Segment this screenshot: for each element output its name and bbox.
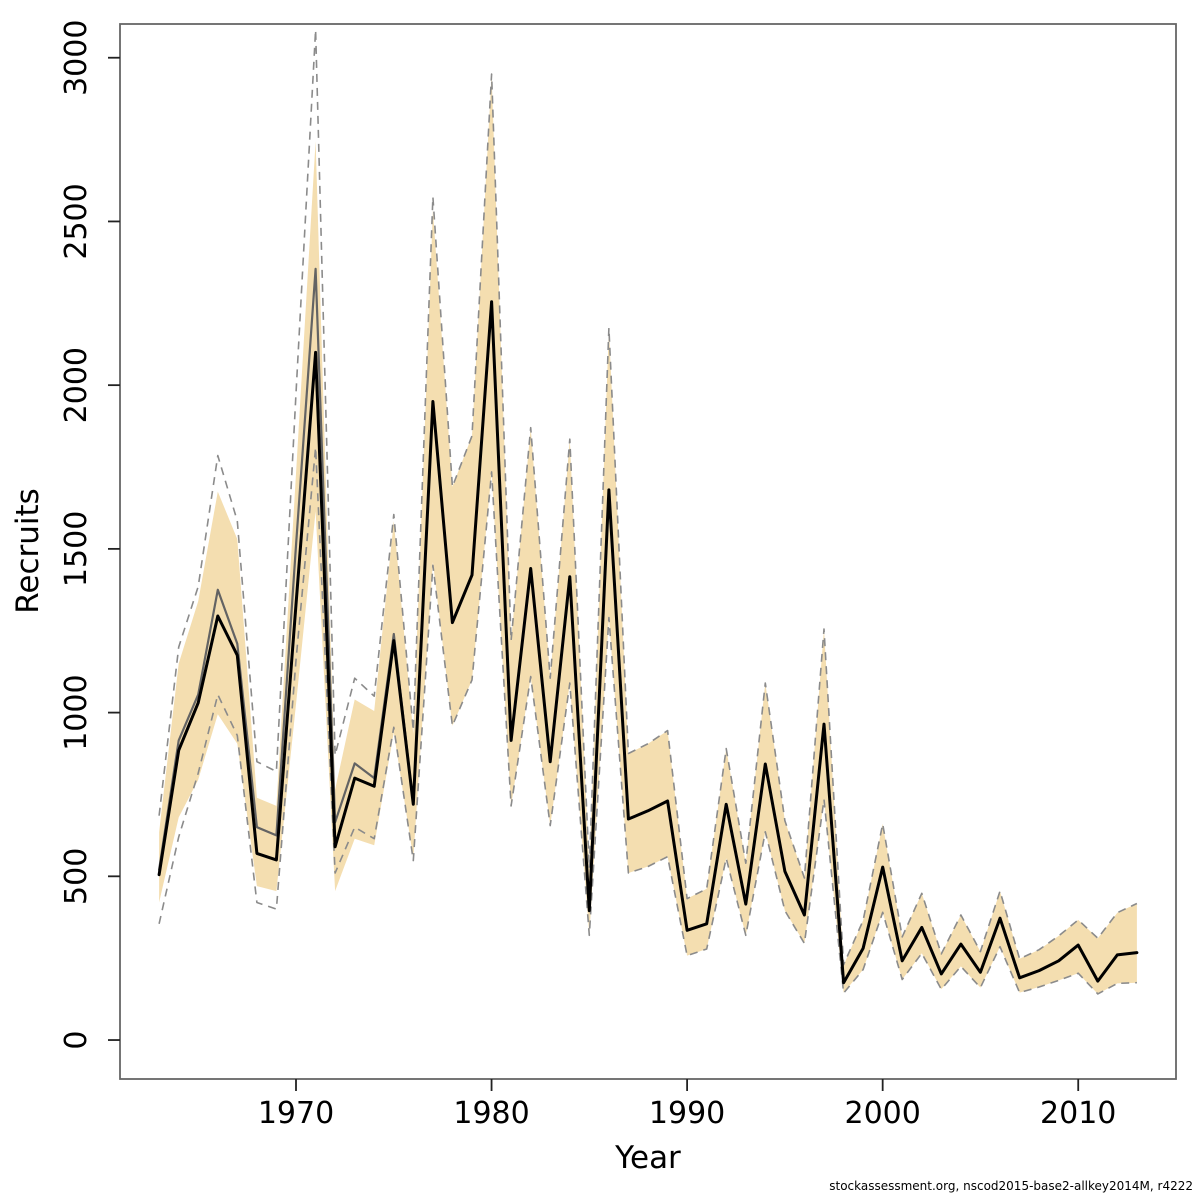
plot-border-box	[119, 23, 1177, 1080]
y-axis-tick-label: 1500	[59, 511, 94, 587]
base-run-line	[157, 300, 1139, 985]
upper-ci-dashed-line	[158, 29, 1138, 966]
lower-ci-dashed-line	[158, 446, 1137, 995]
y-axis-tick-label: 1000	[59, 674, 94, 750]
x-axis-tick-label: 1980	[453, 1096, 529, 1131]
confidence-band	[159, 74, 1137, 994]
y-axis-tick-label: 0	[59, 1030, 94, 1049]
x-axis-tick-label: 2010	[1040, 1096, 1116, 1131]
axes-group: 1970 1980 1990 2000 2010 0 500 1000 1500 2000 2500…	[59, 20, 1177, 1131]
x-axis-tick-label: 2000	[844, 1096, 920, 1131]
y-axis-title: Recruits	[10, 488, 46, 614]
source-caption: stockassessment.org, nscod2015-base2-all…	[829, 1179, 1193, 1193]
y-axis-tick-label: 2500	[59, 183, 94, 259]
dashed-ci-lines-group	[158, 29, 1138, 995]
confidence-band-group	[159, 74, 1137, 994]
x-axis-tick-label: 1970	[258, 1096, 334, 1131]
y-axis-tick-label: 3000	[59, 20, 94, 96]
x-axis-title: Year	[614, 1140, 681, 1176]
y-axis-tick-label: 500	[59, 848, 94, 905]
series-lines-group	[157, 267, 1139, 985]
y-axis-tick-label: 2000	[59, 347, 94, 423]
axis-labels-group: Year Recruits stockassessment.org, nscod…	[10, 488, 1193, 1193]
x-axis-tick-label: 1990	[649, 1096, 725, 1131]
